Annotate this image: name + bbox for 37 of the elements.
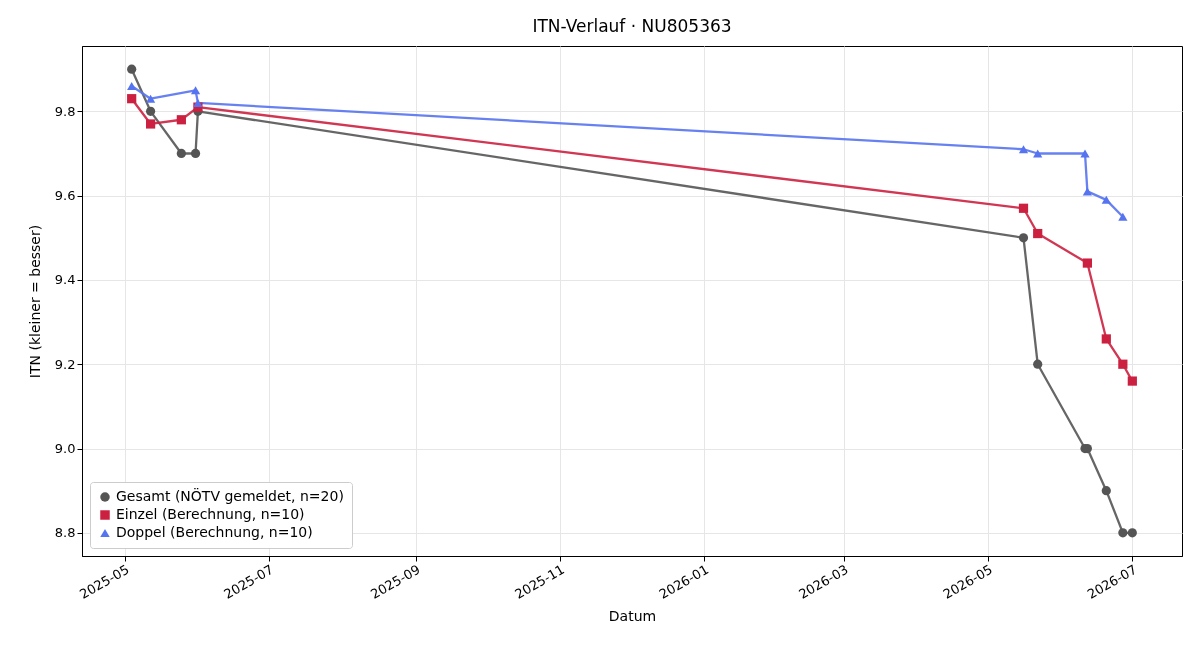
point: [1101, 486, 1111, 496]
point: [145, 106, 156, 116]
point: [1018, 145, 1029, 154]
point: [127, 94, 137, 104]
point: [1018, 203, 1029, 213]
legend-label: Gesamt (NÖTV gemeldet, n=20): [116, 487, 344, 504]
y-tick-label: 9.8: [54, 103, 76, 119]
point: [190, 148, 201, 159]
y-tick-label: 8.8: [54, 525, 76, 541]
point: [1101, 334, 1111, 344]
x-axis-title: Datum: [608, 607, 657, 624]
y-tick-label: 9.2: [54, 356, 76, 372]
point: [1118, 528, 1128, 538]
legend-label: Einzel (Berechnung, n=10): [116, 506, 305, 522]
y-axis-title: ITN (kleiner = besser): [26, 224, 43, 379]
point: [145, 119, 156, 129]
point: [190, 86, 201, 95]
point: [127, 64, 137, 74]
point: [176, 115, 186, 125]
point: [176, 148, 186, 159]
y-tick-label: 9.0: [54, 441, 76, 457]
point: [1033, 359, 1043, 369]
point: [1101, 195, 1111, 204]
y-tick-label: 9.6: [54, 188, 76, 204]
point: [1118, 212, 1128, 221]
point: [193, 98, 203, 107]
point: [1033, 228, 1043, 239]
point: [1118, 359, 1128, 369]
point: [1127, 376, 1137, 386]
point: [1127, 528, 1137, 538]
chart-title: ITN-Verlauf · NU805363: [532, 16, 732, 36]
point: [1018, 233, 1029, 243]
y-tick-label: 9.4: [54, 272, 76, 288]
legend-label: Doppel (Berechnung, n=10): [116, 524, 313, 540]
point: [1082, 258, 1092, 268]
point: [127, 82, 137, 91]
point: [145, 94, 156, 103]
